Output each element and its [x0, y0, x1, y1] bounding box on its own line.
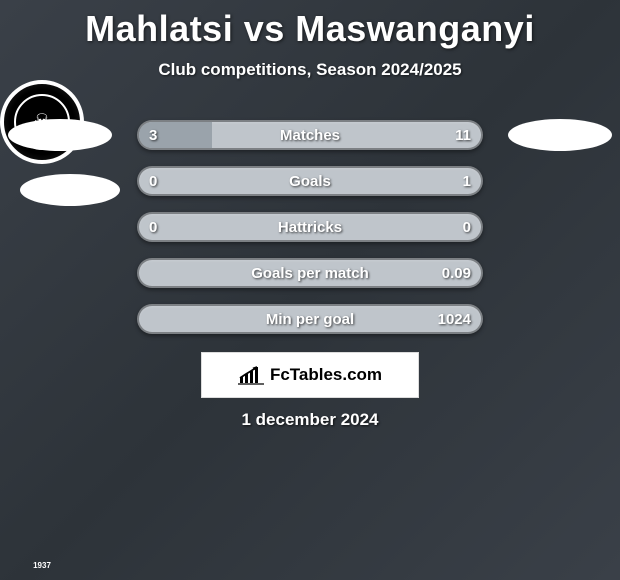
branding-box: FcTables.com	[201, 352, 419, 398]
stat-right-value: 1024	[438, 306, 471, 332]
stat-label: Goals	[139, 168, 481, 194]
stat-right-value: 11	[455, 122, 471, 148]
stat-label: Matches	[139, 122, 481, 148]
stat-right-value: 0.09	[442, 260, 471, 286]
stat-row: 0Goals1	[137, 166, 483, 196]
stat-right-value: 1	[463, 168, 471, 194]
stat-row: 0Hattricks0	[137, 212, 483, 242]
comparison-infographic: Mahlatsi vs Maswanganyi Club competition…	[0, 0, 620, 580]
chart-icon	[238, 365, 264, 385]
stats-area: 3Matches110Goals10Hattricks0Goals per ma…	[0, 120, 620, 350]
page-title: Mahlatsi vs Maswanganyi	[0, 0, 620, 50]
stat-row: 3Matches11	[137, 120, 483, 150]
stat-label: Goals per match	[139, 260, 481, 286]
branding-text: FcTables.com	[270, 365, 382, 385]
stat-right-value: 0	[463, 214, 471, 240]
stat-row: Min per goal1024	[137, 304, 483, 334]
stat-label: Hattricks	[139, 214, 481, 240]
page-subtitle: Club competitions, Season 2024/2025	[0, 60, 620, 80]
footer-date: 1 december 2024	[0, 410, 620, 430]
stat-row: Goals per match0.09	[137, 258, 483, 288]
stat-label: Min per goal	[139, 306, 481, 332]
club-right-year: 1937	[33, 561, 51, 570]
